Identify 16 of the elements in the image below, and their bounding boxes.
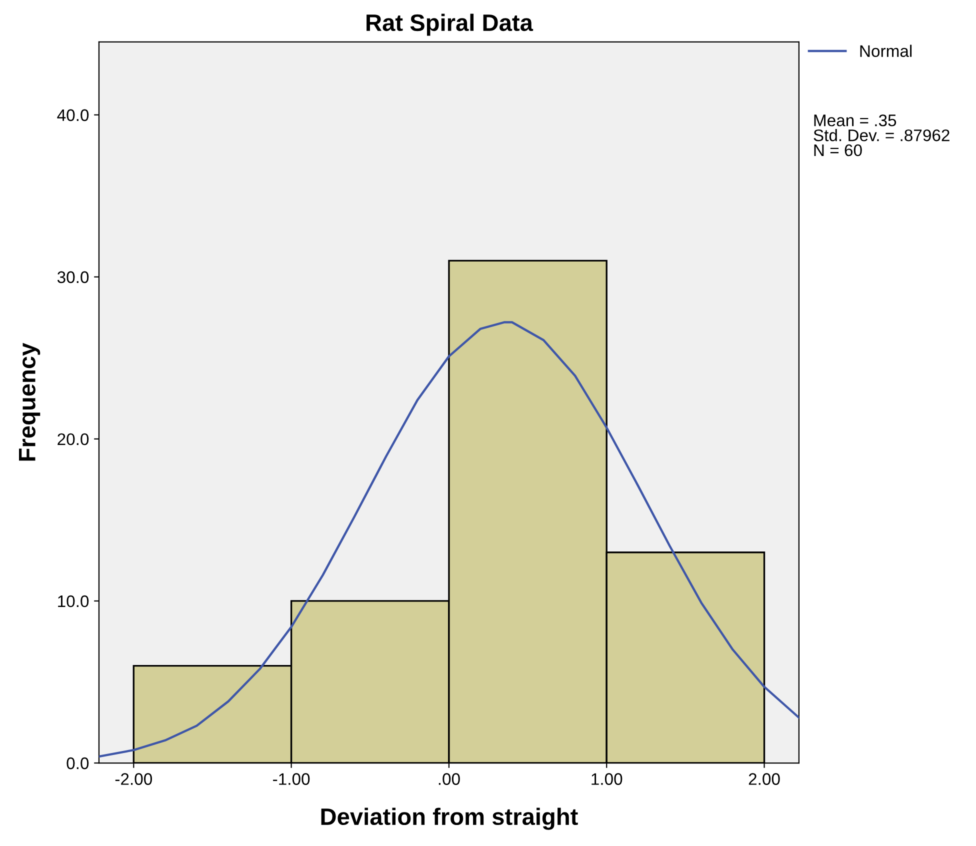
y-tick-label: 20.0 xyxy=(58,433,89,446)
y-tick-label: 40.0 xyxy=(57,109,89,122)
x-tick-label: 2.00 xyxy=(748,773,780,785)
x-axis-title: Deviation from straight xyxy=(321,808,578,830)
x-tick-label: -1.00 xyxy=(273,773,310,785)
y-tick-label: 0.0 xyxy=(66,757,89,770)
text: Mean = .35 Std. Dev. = .87962 N = 60 xyxy=(814,114,950,156)
y-tick-label: 10.0 xyxy=(58,595,89,608)
y-tick-label: 30.0 xyxy=(57,271,89,284)
chart-title: Rat Spiral Data xyxy=(366,14,534,36)
legend-label: Normal xyxy=(860,44,912,57)
y-axis-title: Frequency xyxy=(19,342,40,461)
line-series xyxy=(98,321,799,758)
x-tick-label: .00 xyxy=(438,773,460,785)
x-tick-label: -2.00 xyxy=(115,773,152,785)
x-tick-label: 1.00 xyxy=(592,773,622,785)
